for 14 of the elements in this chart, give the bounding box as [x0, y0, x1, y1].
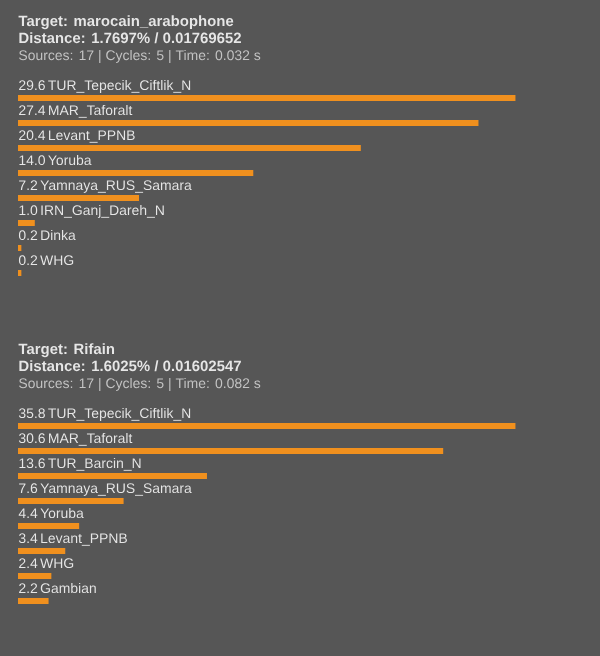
- bar: [18, 472, 207, 479]
- bar: [18, 497, 124, 504]
- bar: [18, 547, 66, 554]
- bar: [18, 194, 139, 201]
- bar: [18, 169, 254, 176]
- bar: [18, 572, 52, 579]
- bar: [18, 219, 35, 226]
- bar: [18, 144, 361, 151]
- bar: [18, 119, 479, 126]
- bar: [18, 447, 444, 454]
- bar: [18, 522, 80, 529]
- bar: [18, 423, 516, 429]
- bar: [18, 597, 49, 604]
- bar: [18, 94, 516, 101]
